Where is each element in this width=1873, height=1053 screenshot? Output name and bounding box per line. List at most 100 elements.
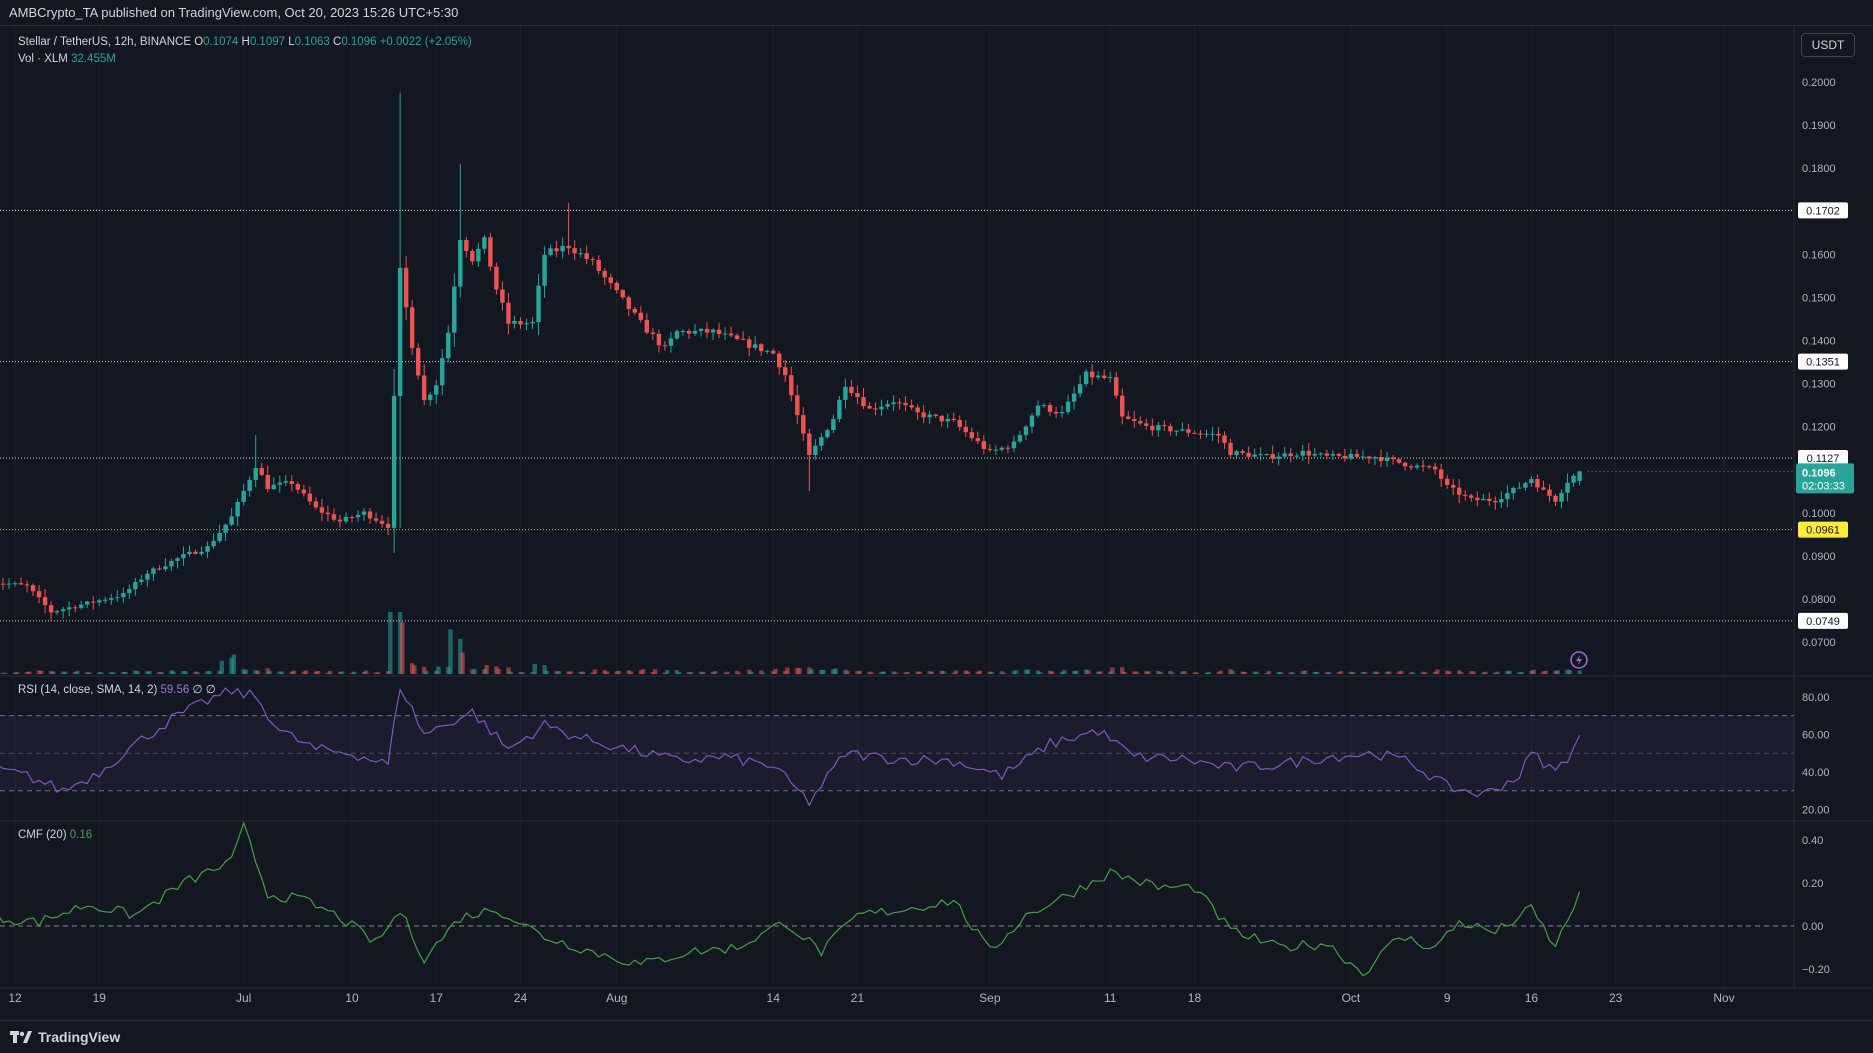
candle-body (337, 519, 343, 522)
volume-bar (941, 671, 947, 674)
candle-body (1240, 451, 1245, 453)
candle-body (385, 523, 391, 528)
candle-body (217, 532, 222, 541)
candle-body (1396, 459, 1402, 463)
volume-bar (243, 669, 249, 674)
volume-bar (1182, 671, 1187, 674)
volume-bar (195, 672, 200, 674)
volume-bar (1302, 670, 1308, 674)
tradingview-logo[interactable]: TradingView (10, 1029, 120, 1045)
candle-body (981, 441, 987, 449)
candle-body (265, 474, 270, 490)
volume-bar (664, 670, 670, 674)
volume-bar (412, 665, 417, 674)
candle-body (1505, 493, 1510, 500)
candle-body (1276, 456, 1281, 459)
candle-body (704, 328, 710, 333)
candle-body (1342, 455, 1348, 459)
candle-body (524, 323, 529, 325)
candle-body (1234, 451, 1239, 456)
volume-bar (761, 672, 766, 674)
candle-body (1047, 405, 1053, 412)
candle-body (1366, 456, 1372, 459)
rsi-tick-label: 60.00 (1802, 729, 1830, 741)
candle-body (1523, 483, 1528, 488)
volume-bar (1146, 671, 1151, 674)
candle-body (1577, 471, 1582, 481)
candle-body (590, 259, 595, 261)
chart-canvas[interactable]: 0.1702 0.1351 0.1127 0.0961 0.0749 0.2000 0.19… (0, 26, 1873, 1020)
candle-body (72, 607, 78, 609)
volume-bar (1312, 671, 1318, 674)
candle-body (85, 601, 90, 605)
volume-bar (1350, 671, 1356, 674)
volume-bar (544, 670, 549, 674)
candle-body (313, 501, 319, 508)
volume-bar (1399, 670, 1404, 674)
price-tick-label: 0.1300 (1802, 379, 1836, 391)
volume-bar (87, 672, 92, 674)
candle-body (1420, 465, 1426, 467)
volume-bar (1074, 670, 1079, 674)
date-tick-label: Oct (1342, 991, 1361, 1005)
volume-bar (339, 671, 345, 674)
volume-bar (580, 671, 586, 674)
candle-body (1083, 371, 1089, 385)
candle-body (1529, 479, 1534, 484)
candle-body (626, 297, 632, 309)
candle-body (813, 445, 818, 456)
bar-countdown: 02:03:33 (1802, 480, 1845, 492)
candle-body (494, 266, 499, 290)
candle-body (1457, 487, 1462, 495)
rsi-tick-label: 80.00 (1802, 692, 1830, 704)
volume-bar (734, 670, 740, 674)
candle-body (1438, 469, 1444, 479)
candle-body (885, 404, 890, 407)
candle-body (1318, 453, 1324, 455)
candle-body (560, 245, 565, 252)
candle-body (482, 237, 487, 249)
volume-bar (1120, 667, 1125, 674)
candle-body (662, 345, 668, 347)
volume-bar (1156, 670, 1161, 674)
open-value: 0.1074 (203, 36, 241, 48)
candle-body (909, 405, 914, 408)
candle-body (1360, 456, 1366, 458)
volume-bar (1457, 670, 1462, 674)
volume-bar (869, 672, 874, 674)
candle-body (644, 319, 650, 333)
candles[interactable] (0, 92, 1582, 620)
candle-body (999, 447, 1005, 450)
candle-body (446, 332, 451, 359)
candle-body (1408, 466, 1414, 468)
rsi-line[interactable] (0, 687, 1581, 807)
candle-body (668, 338, 674, 346)
candle-body (1288, 453, 1293, 457)
candle-body (187, 551, 192, 555)
volume-bar (1110, 667, 1115, 674)
currency-button[interactable]: USDT (1801, 33, 1855, 57)
candle-body (674, 331, 680, 339)
lightning-icon[interactable] (1570, 651, 1588, 669)
volume-bar (568, 671, 574, 674)
ohlc-label: H (242, 36, 250, 48)
candle-body (500, 289, 505, 303)
candle-body (692, 330, 698, 334)
candle-body (301, 489, 307, 494)
volume-bar (1326, 672, 1332, 674)
volume-bar (1254, 671, 1260, 674)
cmf-line[interactable] (0, 821, 1581, 977)
price-tick-label: 0.1600 (1802, 249, 1836, 261)
volume-bar (1495, 671, 1500, 674)
candle-body (421, 375, 427, 401)
lightning-icon-glyph (1576, 655, 1582, 665)
candle-body (428, 394, 433, 401)
volume-bar (809, 669, 814, 674)
candle-body (1372, 457, 1378, 459)
candle-body (518, 320, 523, 325)
candle-body (933, 414, 938, 416)
candle-body (764, 350, 770, 352)
cmf-legend: CMF (20) 0.16 (18, 829, 92, 841)
candle-body (235, 502, 240, 517)
volume-bar (327, 671, 333, 674)
